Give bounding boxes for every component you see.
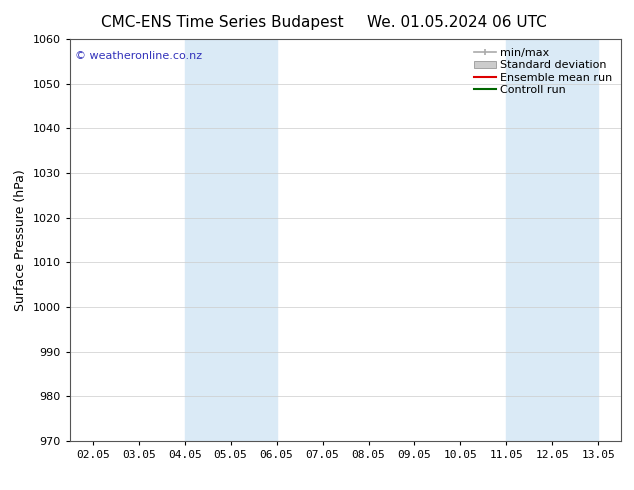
Text: © weatheronline.co.nz: © weatheronline.co.nz: [75, 51, 202, 61]
Y-axis label: Surface Pressure (hPa): Surface Pressure (hPa): [14, 169, 27, 311]
Text: CMC-ENS Time Series Budapest: CMC-ENS Time Series Budapest: [101, 15, 343, 30]
Legend: min/max, Standard deviation, Ensemble mean run, Controll run: min/max, Standard deviation, Ensemble me…: [470, 45, 616, 98]
Bar: [507, 39, 598, 441]
Text: We. 01.05.2024 06 UTC: We. 01.05.2024 06 UTC: [366, 15, 547, 30]
Bar: [184, 39, 276, 441]
